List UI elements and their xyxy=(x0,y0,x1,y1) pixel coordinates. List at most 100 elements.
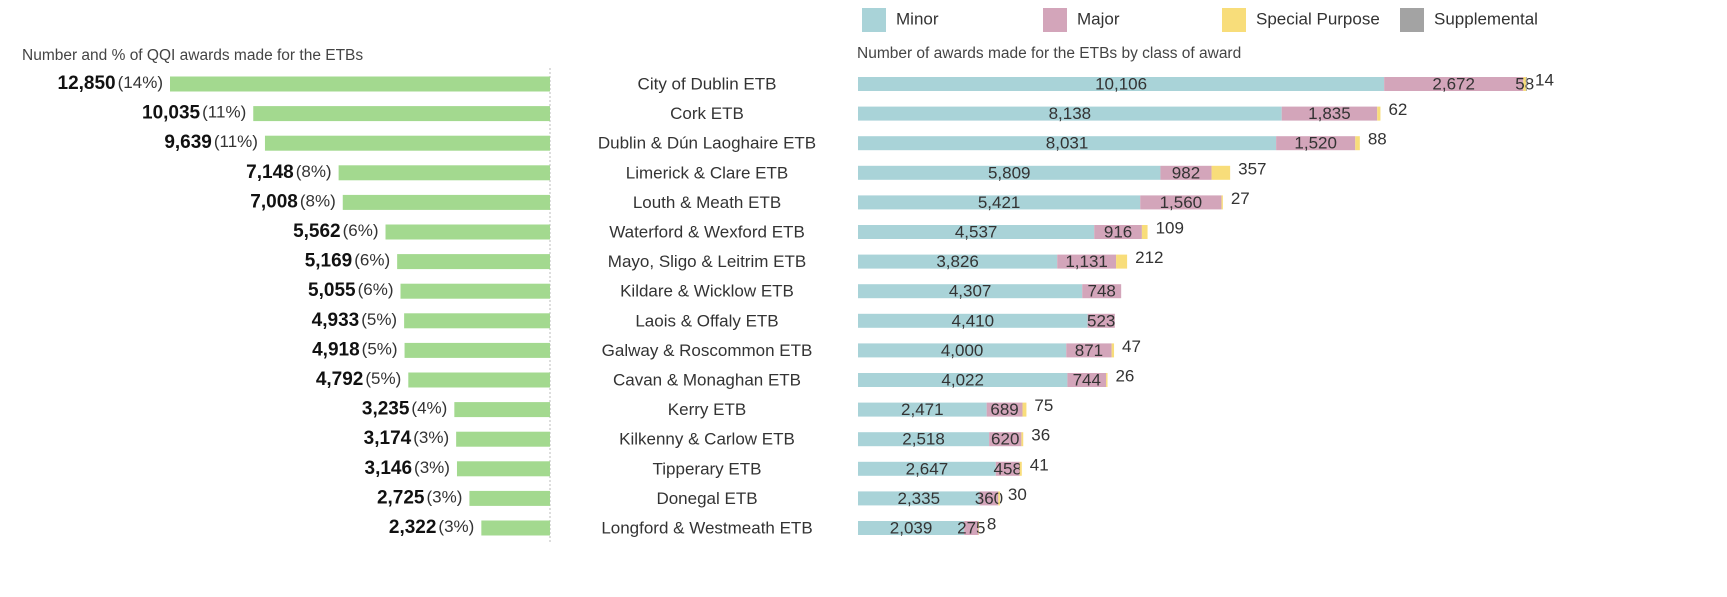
bar-segment xyxy=(1021,432,1024,447)
bar xyxy=(481,520,550,536)
value-label: 3,235 (4%) xyxy=(362,399,447,420)
bar-segment xyxy=(1116,254,1128,269)
category-label: Laois & Offaly ETB xyxy=(635,311,778,330)
bar-segment xyxy=(1022,402,1027,417)
segment-label: 8,031 xyxy=(1046,134,1089,153)
bar-segment xyxy=(1057,254,1117,269)
total-label: 4,933 xyxy=(312,310,360,331)
segment-label: 982 xyxy=(1172,163,1200,182)
segment-label: 1,520 xyxy=(1294,134,1337,153)
bar xyxy=(456,461,550,477)
segment-label: 75 xyxy=(1034,396,1053,415)
segment-label: 41 xyxy=(1030,455,1049,474)
bar-segment xyxy=(858,402,987,417)
value-label: 5,055 (6%) xyxy=(308,280,393,301)
total-label: 7,148 xyxy=(246,162,294,183)
value-label: 2,725 (3%) xyxy=(377,487,462,508)
legend-label: Supplemental xyxy=(1434,9,1538,28)
segment-label: 2,672 xyxy=(1432,74,1475,93)
bar-segment xyxy=(858,136,1277,151)
value-label: 7,148 (8%) xyxy=(246,162,331,183)
value-label: 9,639 (11%) xyxy=(164,132,258,153)
segment-label: 275 xyxy=(957,518,985,537)
bar-segment xyxy=(858,313,1088,328)
bar-segment xyxy=(858,432,990,447)
bar-segment xyxy=(1087,313,1115,328)
bar-segment xyxy=(1355,136,1360,151)
bar-segment xyxy=(1067,373,1107,387)
percent-label: (11%) xyxy=(202,103,246,122)
segment-label: 10,106 xyxy=(1095,74,1147,93)
bar-segment xyxy=(858,491,980,506)
category-label: Kilkenny & Carlow ETB xyxy=(619,430,795,449)
bar-segment xyxy=(1160,165,1212,180)
percent-label: (8%) xyxy=(296,162,332,181)
bar-segment xyxy=(858,165,1161,180)
category-label: Kerry ETB xyxy=(668,400,746,419)
bar-segment xyxy=(1106,373,1108,387)
segment-label: 109 xyxy=(1156,218,1184,237)
category-label: Cavan & Monaghan ETB xyxy=(613,370,801,389)
total-label: 4,792 xyxy=(316,369,364,390)
segment-label: 2,335 xyxy=(898,489,941,508)
total-label: 2,725 xyxy=(377,487,425,508)
bar xyxy=(385,224,550,240)
value-label: 10,035 (11%) xyxy=(142,103,246,124)
bar-segment xyxy=(858,521,965,535)
percent-label: (6%) xyxy=(354,251,390,270)
value-label: 4,918 (5%) xyxy=(312,339,397,360)
segment-label: 4,410 xyxy=(952,311,995,330)
category-label: Donegal ETB xyxy=(656,489,757,508)
total-label: 3,174 xyxy=(364,428,412,449)
bar-segment xyxy=(858,284,1083,299)
legend-swatch xyxy=(862,8,886,32)
legend-label: Minor xyxy=(896,9,939,28)
segment-label: 5,421 xyxy=(978,193,1021,212)
segment-label: 4,307 xyxy=(949,282,992,301)
bar-segment xyxy=(1281,106,1378,121)
segment-label: 2,471 xyxy=(901,400,944,419)
bar-segment xyxy=(1140,195,1222,210)
segment-label: 748 xyxy=(1088,282,1116,301)
bar-segment xyxy=(1094,225,1142,239)
segment-label: 8,138 xyxy=(1049,104,1092,123)
percent-label: (11%) xyxy=(214,133,258,152)
category-label: Galway & Roscommon ETB xyxy=(602,341,813,360)
value-label: 12,850 (14%) xyxy=(58,73,163,94)
category-label: City of Dublin ETB xyxy=(638,74,777,93)
bar-segment xyxy=(1082,284,1122,299)
total-label: 5,562 xyxy=(293,221,341,242)
bar-segment xyxy=(1111,343,1115,358)
segment-label: 88 xyxy=(1368,130,1387,149)
value-label: 3,174 (3%) xyxy=(364,428,449,449)
bar-segment xyxy=(1276,136,1356,151)
bar-segment xyxy=(858,225,1095,239)
segment-label: 1,835 xyxy=(1308,104,1351,123)
segment-label: 212 xyxy=(1135,248,1163,267)
category-label: Louth & Meath ETB xyxy=(633,193,781,212)
category-label: Limerick & Clare ETB xyxy=(626,163,788,182)
category-label: Kildare & Wicklow ETB xyxy=(620,282,794,301)
bar xyxy=(408,372,550,388)
segment-label: 3,826 xyxy=(936,252,979,271)
segment-label: 1,131 xyxy=(1065,252,1108,271)
category-label: Cork ETB xyxy=(670,104,744,123)
total-label: 7,008 xyxy=(250,191,298,212)
legend-swatch xyxy=(1400,8,1424,32)
category-label: Longford & Westmeath ETB xyxy=(601,518,812,537)
total-label: 5,055 xyxy=(308,280,356,301)
bar-segment xyxy=(858,195,1141,210)
bar-segment xyxy=(1211,165,1231,180)
percent-label: (5%) xyxy=(362,340,398,359)
total-label: 3,235 xyxy=(362,399,410,420)
bar xyxy=(264,135,550,151)
category-label: Waterford & Wexford ETB xyxy=(609,222,805,241)
bar-segment xyxy=(1221,195,1223,210)
bar-segment xyxy=(858,106,1282,121)
bar-segment xyxy=(1377,106,1381,121)
bar-segment xyxy=(979,491,999,506)
bar xyxy=(338,165,550,181)
bar-segment xyxy=(858,373,1068,387)
bar-segment xyxy=(1523,77,1527,91)
segment-label: 8 xyxy=(987,514,996,533)
